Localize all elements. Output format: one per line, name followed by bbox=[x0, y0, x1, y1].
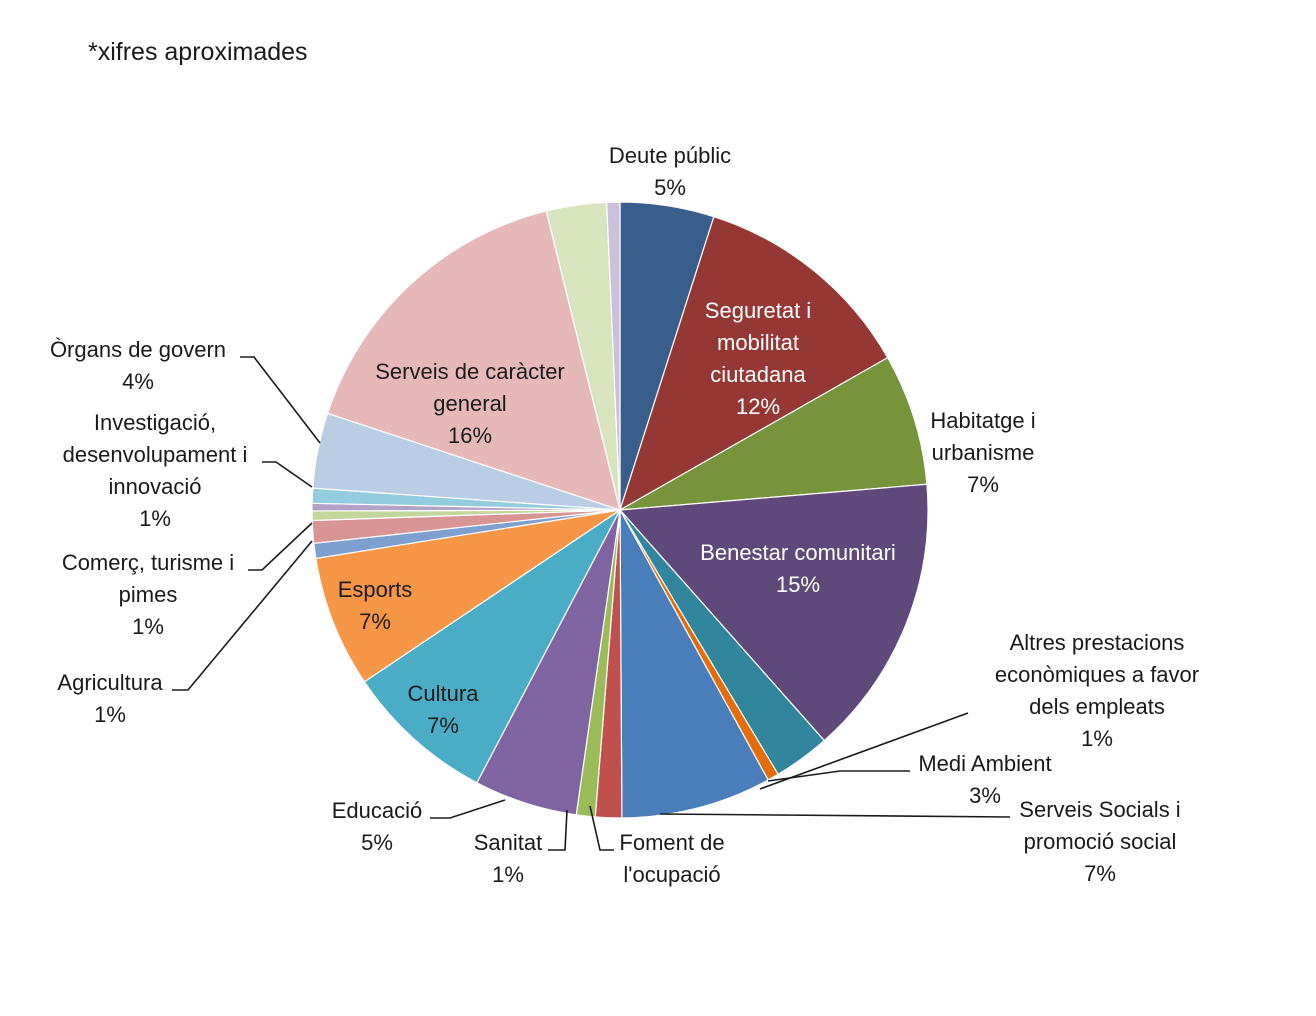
slice-serveis-de-caracter-general bbox=[326, 210, 621, 511]
leader-medi-ambient bbox=[767, 770, 910, 782]
slice-benestar-comunitari bbox=[618, 483, 929, 742]
label-deute-public: Deute públic 5% bbox=[609, 143, 731, 200]
slice-esports bbox=[315, 509, 621, 683]
slice-serveis-socials-i-promocio-social bbox=[619, 509, 769, 819]
label-agricultura: Agricultura 1% bbox=[57, 670, 163, 727]
label-investigacio-desenvolupament-i-innovacio: Investigació, desenvolupament i innovació 1… bbox=[63, 410, 248, 531]
slice-unlabeled-20 bbox=[606, 201, 621, 511]
pie-slices bbox=[311, 201, 929, 819]
slice-labels: Deute públic 5% Seguretat i mobilitat ciutad… bbox=[50, 143, 1199, 887]
footnote-text: *xifres aproximades bbox=[88, 38, 308, 66]
label-benestar-comunitari: Benestar comunitari 15% bbox=[700, 540, 896, 597]
label-cultura: Cultura 7% bbox=[408, 681, 480, 738]
leader-foment-de-l-ocupacio bbox=[589, 805, 614, 851]
leader-altres-prestacions-economiques-a-favor-dels-empleats bbox=[759, 712, 969, 790]
label-organs-de-govern: Òrgans de govern 4% bbox=[50, 337, 226, 394]
label-serveis-socials-i-promocio-social: Serveis Socials i promoció social 7% bbox=[1019, 797, 1180, 886]
label-educacio: Educació 5% bbox=[332, 798, 423, 855]
slice-cultura bbox=[363, 509, 621, 784]
label-medi-ambient: Medi Ambient 3% bbox=[918, 751, 1051, 808]
label-serveis-de-caracter-general: Serveis de caràcter general 16% bbox=[375, 359, 565, 448]
slice-habitatge-i-urbanisme bbox=[619, 356, 928, 511]
leader-investigacio-desenvolupament-i-innovacio bbox=[262, 461, 313, 488]
label-comerc-turisme-i-pimes: Comerç, turisme i pimes 1% bbox=[62, 550, 234, 639]
label-habitatge-i-urbanisme: Habitatge i urbanisme 7% bbox=[930, 408, 1035, 497]
leader-serveis-socials-i-promocio-social bbox=[659, 813, 1011, 818]
label-seguretat-i-mobilitat-ciutadana: Seguretat i mobilitat ciutadana 12% bbox=[705, 298, 811, 419]
label-foment-de-l-ocupacio: Foment de l'ocupació bbox=[619, 830, 724, 887]
label-altres-prestacions-economiques-a-favor-dels-empleats: Altres prestacions econòmiques a favor del… bbox=[995, 630, 1199, 751]
leader-lines bbox=[172, 356, 1011, 851]
leader-sanitat bbox=[548, 809, 568, 851]
label-esports: Esports 7% bbox=[338, 577, 413, 634]
label-sanitat: Sanitat 1% bbox=[474, 830, 543, 887]
slice-seguretat-i-mobilitat-ciutadana bbox=[618, 215, 889, 512]
leader-comerc-turisme-i-pimes bbox=[248, 522, 313, 571]
leader-educacio bbox=[430, 799, 506, 819]
leader-agricultura bbox=[172, 540, 313, 691]
leader-organs-de-govern bbox=[240, 356, 321, 444]
